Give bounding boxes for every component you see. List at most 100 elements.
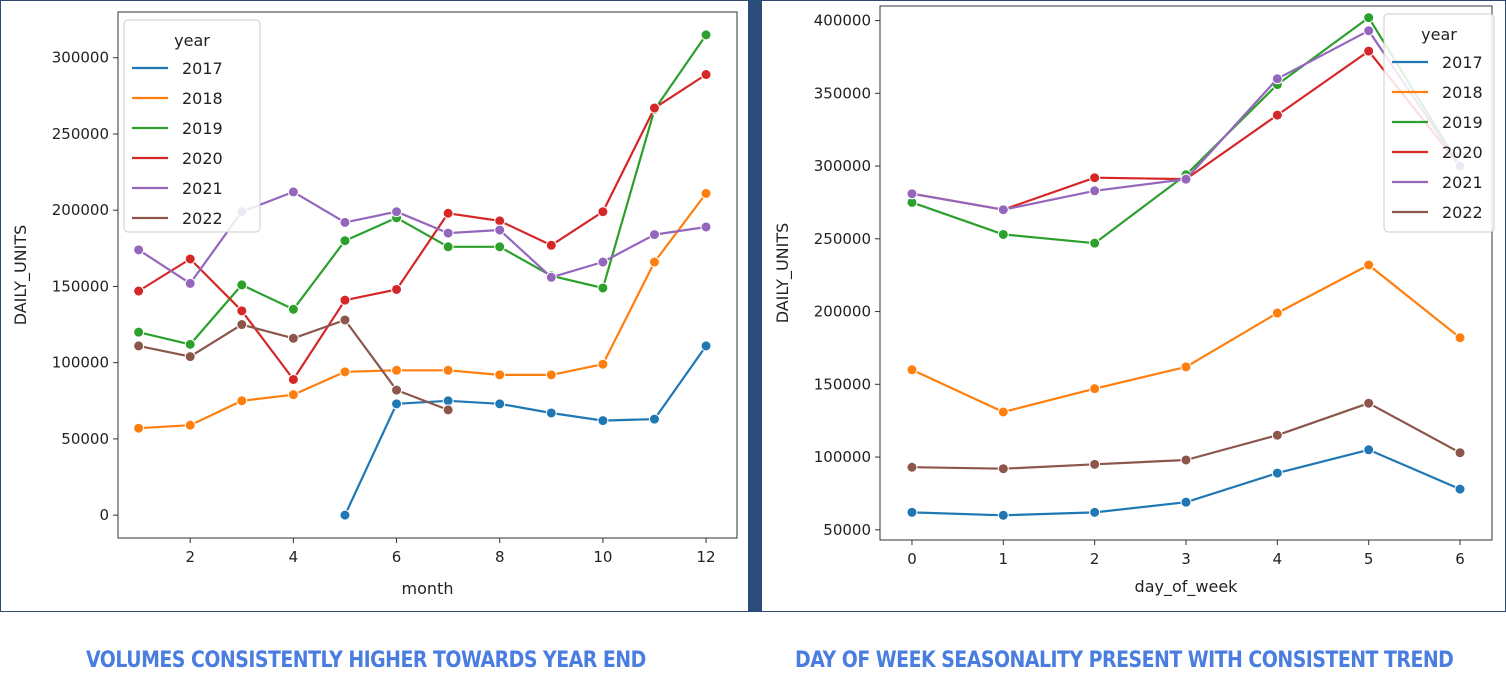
data-point-2021	[597, 256, 609, 268]
data-point-2020	[339, 294, 351, 306]
legend-label-2020: 2020	[1442, 143, 1483, 162]
data-point-2022	[236, 319, 248, 331]
data-point-2017	[648, 413, 660, 425]
data-point-2022	[339, 314, 351, 326]
data-point-2022	[906, 461, 918, 473]
legend: year 2017 2018 2019 2020 2021 2022	[123, 19, 261, 233]
series-line-2020	[138, 73, 707, 381]
x-tick-label: 4	[1273, 550, 1283, 568]
y-axis-label: DAILY_UNITS	[11, 225, 31, 326]
series-line-2020	[911, 49, 1461, 211]
y-tick-label: 200000	[52, 201, 109, 219]
y-tick-label: 150000	[52, 277, 109, 295]
legend-label-2021: 2021	[182, 179, 223, 198]
data-point-2022	[1089, 458, 1101, 470]
data-point-2020	[1363, 45, 1375, 57]
legend-label-2017: 2017	[1442, 53, 1483, 72]
y-tick-label: 100000	[814, 448, 871, 466]
data-point-2018	[391, 364, 403, 376]
data-point-2017	[391, 398, 403, 410]
data-point-2018	[442, 364, 454, 376]
x-axis-label: month	[402, 579, 454, 598]
data-point-2018	[287, 389, 299, 401]
data-point-2022	[1454, 447, 1466, 459]
x-tick-label: 6	[1455, 550, 1465, 568]
data-point-2017	[906, 506, 918, 518]
data-point-2018	[339, 366, 351, 378]
data-point-2022	[184, 351, 196, 363]
data-point-2021	[997, 204, 1009, 216]
data-point-2021	[339, 216, 351, 228]
data-point-2021	[1180, 173, 1192, 185]
y-tick-label: 250000	[814, 230, 871, 248]
data-point-2019	[494, 241, 506, 253]
data-point-2021	[133, 244, 145, 256]
data-point-2017	[1454, 483, 1466, 495]
data-point-2018	[133, 422, 145, 434]
legend-title: year	[174, 31, 210, 50]
panel-divider	[748, 0, 762, 612]
data-point-2018	[1454, 332, 1466, 344]
plot-area	[117, 11, 738, 539]
data-point-2018	[997, 406, 1009, 418]
x-tick-label: 10	[593, 548, 612, 566]
legend-box	[1383, 13, 1495, 233]
y-tick-label: 400000	[814, 12, 871, 30]
data-point-2017	[442, 395, 454, 407]
data-point-2019	[700, 29, 712, 41]
data-point-2022	[391, 384, 403, 396]
data-point-2018	[236, 395, 248, 407]
data-point-2018	[700, 187, 712, 199]
data-point-2022	[442, 404, 454, 416]
series-line-2018	[911, 263, 1461, 414]
data-point-2020	[545, 239, 557, 251]
data-point-2017	[1089, 506, 1101, 518]
y-tick-label: 50000	[823, 521, 871, 539]
series-line-2017	[344, 345, 707, 516]
legend-label-2018: 2018	[182, 89, 223, 108]
data-point-2021	[545, 271, 557, 283]
data-point-2017	[597, 415, 609, 427]
data-point-2020	[236, 305, 248, 317]
data-point-2022	[997, 463, 1009, 475]
data-point-2018	[545, 369, 557, 381]
legend-label-2021: 2021	[1442, 173, 1483, 192]
data-point-2019	[184, 338, 196, 350]
data-point-2021	[494, 224, 506, 236]
x-tick-label: 2	[185, 548, 195, 566]
series-line-2019	[911, 16, 1461, 245]
legend-label-2018: 2018	[1442, 83, 1483, 102]
legend-label-2019: 2019	[1442, 113, 1483, 132]
data-point-2021	[648, 229, 660, 241]
y-tick-label: 50000	[61, 430, 109, 448]
data-point-2021	[1363, 25, 1375, 37]
legend-title: year	[1421, 25, 1457, 44]
data-point-2020	[648, 102, 660, 114]
series-line-2018	[138, 192, 707, 430]
data-point-2017	[997, 509, 1009, 521]
data-point-2017	[339, 509, 351, 521]
data-point-2018	[597, 358, 609, 370]
data-point-2020	[1089, 172, 1101, 184]
data-point-2021	[1271, 73, 1283, 85]
data-point-2021	[700, 221, 712, 233]
data-point-2021	[1089, 185, 1101, 197]
legend: year 2017 2018 2019 2020 2021 2022	[1383, 13, 1495, 233]
data-point-2020	[184, 253, 196, 265]
day-of-week-units-chart: 50000 100000 150000 200000 250000 300000 35000…	[773, 5, 1495, 597]
data-point-2022	[1180, 454, 1192, 466]
data-point-2019	[1363, 12, 1375, 24]
x-tick-label: 0	[907, 550, 917, 568]
data-point-2020	[1271, 109, 1283, 121]
x-tick-label: 12	[697, 548, 716, 566]
data-point-2021	[442, 227, 454, 239]
data-point-2019	[997, 228, 1009, 240]
x-tick-label: 3	[1181, 550, 1191, 568]
data-point-2018	[184, 419, 196, 431]
data-point-2020	[494, 215, 506, 227]
data-point-2017	[700, 340, 712, 352]
legend-box	[123, 19, 261, 233]
y-tick-label: 250000	[52, 125, 109, 143]
y-tick-label: 300000	[814, 157, 871, 175]
data-point-2019	[442, 241, 454, 253]
